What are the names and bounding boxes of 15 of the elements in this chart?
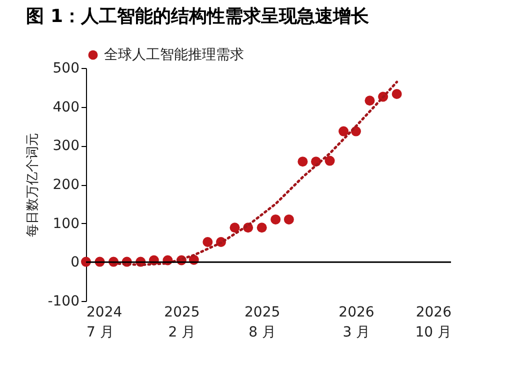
x-tick-label: 2026 10 月	[415, 304, 452, 340]
y-tick-label: -100	[48, 294, 80, 310]
y-tick-label: 100	[52, 216, 80, 232]
chart-title: 图 1：人工智能的结构性需求呈现急速增长	[26, 6, 370, 27]
y-tick-label: 500	[52, 60, 80, 76]
y-tick-label: 300	[52, 138, 80, 154]
x-tick-label: 2025 2 月	[164, 304, 200, 340]
x-tick-label: 2024 7 月	[86, 304, 122, 340]
y-axis-title: 每日数万亿个词元	[26, 133, 41, 237]
y-tick-label: 200	[52, 177, 80, 193]
y-tick-label: 0	[70, 254, 80, 271]
y-tick-label: 400	[52, 99, 80, 116]
x-tick-label: 2025 8 月	[244, 304, 280, 340]
x-tick-label: 2026 3 月	[338, 304, 374, 340]
legend-label: 全球人工智能推理需求	[104, 47, 244, 63]
